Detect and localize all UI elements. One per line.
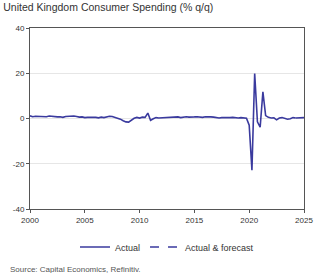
svg-text:Actual: Actual xyxy=(115,243,140,253)
svg-text:2025: 2025 xyxy=(295,216,313,225)
svg-text:Source: Capital Economics, Ref: Source: Capital Economics, Refinitiv. xyxy=(10,265,141,273)
svg-text:0: 0 xyxy=(20,114,25,123)
svg-text:-40: -40 xyxy=(13,205,25,214)
svg-text:2005: 2005 xyxy=(76,216,94,225)
svg-text:2015: 2015 xyxy=(186,216,204,225)
svg-text:40: 40 xyxy=(15,24,24,33)
svg-text:United Kingdom Consumer Spendi: United Kingdom Consumer Spending (% q/q) xyxy=(3,1,213,13)
svg-text:2020: 2020 xyxy=(240,216,258,225)
svg-text:2000: 2000 xyxy=(21,216,39,225)
svg-text:-20: -20 xyxy=(13,160,25,169)
svg-text:20: 20 xyxy=(15,69,24,78)
svg-text:Actual & forecast: Actual & forecast xyxy=(185,243,254,253)
svg-text:2010: 2010 xyxy=(131,216,149,225)
